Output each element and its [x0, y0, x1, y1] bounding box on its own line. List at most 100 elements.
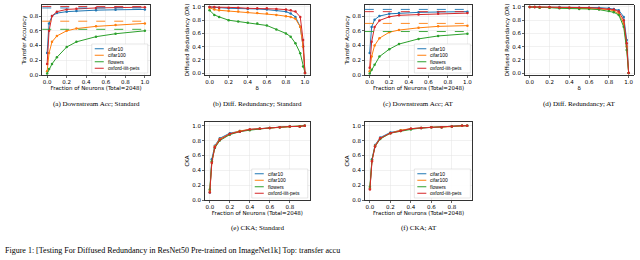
svg-text:0.2: 0.2: [192, 182, 201, 188]
svg-text:oxford-iiit-pets: oxford-iiit-pets: [430, 65, 462, 71]
svg-text:0.4: 0.4: [407, 204, 416, 210]
svg-text:0.0: 0.0: [30, 72, 39, 78]
svg-text:0.8: 0.8: [282, 79, 291, 85]
svg-text:1.0: 1.0: [192, 4, 201, 10]
svg-text:0.8: 0.8: [30, 13, 39, 19]
svg-text:0.4: 0.4: [245, 204, 254, 210]
svg-text:0.6: 0.6: [585, 79, 594, 85]
svg-text:0.0: 0.0: [205, 204, 214, 210]
svg-text:cifar10: cifar10: [268, 171, 283, 177]
svg-text:0.8: 0.8: [285, 204, 294, 210]
svg-text:Fraction of Neurons (Total=204: Fraction of Neurons (Total=2048): [373, 85, 464, 91]
svg-text:Fraction of Neurons (Total=204: Fraction of Neurons (Total=2048): [373, 210, 464, 216]
svg-text:Fraction of Neurons (Total=204: Fraction of Neurons (Total=2048): [212, 210, 303, 216]
svg-text:0.6: 0.6: [352, 152, 361, 158]
svg-text:CKA: CKA: [184, 155, 190, 166]
svg-text:(a) Downstream Acc; Standard: (a) Downstream Acc; Standard: [53, 100, 140, 108]
svg-text:0.4: 0.4: [243, 79, 252, 85]
svg-text:0.0: 0.0: [365, 79, 374, 85]
svg-text:0.8: 0.8: [512, 17, 521, 23]
svg-text:(b) Diff. Redundancy; Standard: (b) Diff. Redundancy; Standard: [213, 100, 302, 108]
svg-text:Diffused Redundancy (DR): Diffused Redundancy (DR): [184, 4, 191, 77]
svg-text:0.2: 0.2: [225, 204, 234, 210]
svg-text:0.6: 0.6: [101, 79, 110, 85]
svg-text:(c) Downstream Acc; AT: (c) Downstream Acc; AT: [383, 100, 454, 108]
svg-text:cifar10: cifar10: [108, 46, 123, 52]
svg-text:1.0: 1.0: [512, 4, 521, 10]
svg-text:Figure 1: [Testing For Diffuse: Figure 1: [Testing For Diffused Redundan…: [5, 246, 340, 255]
svg-text:0.4: 0.4: [192, 167, 201, 173]
svg-text:cifar100: cifar100: [268, 177, 286, 183]
svg-text:0.2: 0.2: [385, 79, 394, 85]
svg-text:flowers: flowers: [430, 184, 446, 190]
svg-text:0.6: 0.6: [262, 79, 271, 85]
svg-text:0.0: 0.0: [192, 70, 201, 76]
svg-text:0.0: 0.0: [352, 72, 361, 78]
svg-text:0.0: 0.0: [366, 204, 375, 210]
svg-text:0.6: 0.6: [265, 204, 274, 210]
svg-text:(e) CKA; Standard: (e) CKA; Standard: [231, 224, 284, 232]
svg-text:0.2: 0.2: [62, 79, 71, 85]
svg-text:0.6: 0.6: [192, 152, 201, 158]
svg-text:0.6: 0.6: [192, 30, 201, 36]
svg-text:0.6: 0.6: [30, 28, 39, 34]
svg-text:Diffused Redundancy (DR): Diffused Redundancy (DR): [504, 4, 511, 77]
svg-text:1.0: 1.0: [301, 79, 310, 85]
svg-text:δ: δ: [578, 85, 582, 91]
svg-text:0.8: 0.8: [352, 137, 361, 143]
svg-text:0.8: 0.8: [192, 137, 201, 143]
svg-text:0.0: 0.0: [205, 79, 214, 85]
svg-text:1.0: 1.0: [352, 123, 361, 129]
svg-text:cifar100: cifar100: [430, 52, 448, 58]
svg-text:0.0: 0.0: [512, 70, 521, 76]
svg-text:0.8: 0.8: [447, 204, 456, 210]
svg-text:0.2: 0.2: [352, 182, 361, 188]
svg-text:0.2: 0.2: [512, 57, 521, 63]
svg-text:0.2: 0.2: [386, 204, 395, 210]
svg-text:0.6: 0.6: [352, 28, 361, 34]
svg-text:0.4: 0.4: [352, 42, 361, 48]
svg-text:1.0: 1.0: [140, 79, 149, 85]
svg-text:0.8: 0.8: [444, 79, 453, 85]
svg-text:δ: δ: [256, 85, 260, 91]
svg-text:0.8: 0.8: [604, 79, 613, 85]
svg-text:oxford-iiit-pets: oxford-iiit-pets: [108, 65, 140, 71]
svg-text:0.6: 0.6: [424, 79, 433, 85]
svg-text:flowers: flowers: [430, 59, 446, 65]
svg-text:oxford-iiit-pets: oxford-iiit-pets: [268, 190, 300, 196]
svg-text:(d) Diff. Redundancy; AT: (d) Diff. Redundancy; AT: [543, 100, 616, 108]
svg-text:cifar100: cifar100: [108, 52, 126, 58]
svg-text:flowers: flowers: [268, 184, 284, 190]
svg-text:0.4: 0.4: [565, 79, 574, 85]
svg-text:0.0: 0.0: [192, 197, 201, 203]
svg-text:0.2: 0.2: [192, 57, 201, 63]
svg-text:0.8: 0.8: [352, 13, 361, 19]
svg-text:cifar100: cifar100: [430, 177, 448, 183]
svg-text:1.0: 1.0: [463, 79, 472, 85]
svg-text:0.2: 0.2: [224, 79, 233, 85]
svg-text:0.2: 0.2: [545, 79, 554, 85]
svg-text:0.2: 0.2: [30, 57, 39, 63]
svg-text:0.4: 0.4: [30, 42, 39, 48]
svg-text:0.8: 0.8: [192, 17, 201, 23]
svg-text:Fraction of Neurons (Total=204: Fraction of Neurons (Total=2048): [50, 85, 141, 91]
svg-text:0.4: 0.4: [82, 79, 91, 85]
svg-text:0.0: 0.0: [43, 79, 52, 85]
svg-text:0.0: 0.0: [525, 79, 534, 85]
svg-text:cifar10: cifar10: [430, 46, 445, 52]
svg-text:0.4: 0.4: [404, 79, 413, 85]
svg-text:0.4: 0.4: [192, 44, 201, 50]
svg-text:(f) CKA; AT: (f) CKA; AT: [401, 224, 437, 232]
svg-text:CKA: CKA: [344, 155, 350, 166]
svg-text:0.8: 0.8: [121, 79, 130, 85]
svg-text:0.4: 0.4: [352, 167, 361, 173]
svg-text:oxford-iiit-pets: oxford-iiit-pets: [430, 190, 462, 196]
svg-text:0.6: 0.6: [512, 30, 521, 36]
svg-text:Transfer Accuracy: Transfer Accuracy: [344, 15, 351, 66]
svg-text:0.6: 0.6: [427, 204, 436, 210]
svg-text:flowers: flowers: [108, 59, 124, 65]
svg-text:0.4: 0.4: [512, 44, 521, 50]
svg-text:0.0: 0.0: [352, 197, 361, 203]
svg-text:Transfer Accuracy: Transfer Accuracy: [21, 15, 28, 66]
svg-text:1.0: 1.0: [624, 79, 633, 85]
